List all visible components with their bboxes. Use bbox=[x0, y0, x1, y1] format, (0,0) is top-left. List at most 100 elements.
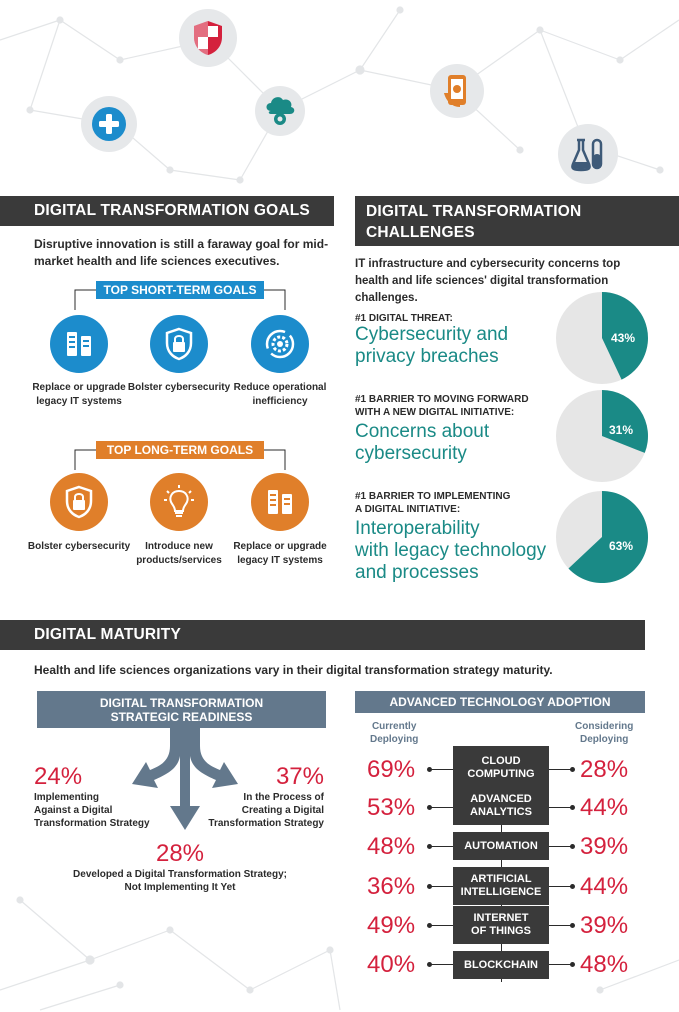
adoption-row-3-line-right bbox=[549, 846, 572, 847]
adoption-row-5-dot-right bbox=[570, 923, 575, 928]
adoption-row-1-dot-left bbox=[427, 767, 432, 772]
readiness-bottom-pct: 28% bbox=[155, 840, 205, 867]
adoption-row-3-considering: 39% bbox=[580, 833, 629, 860]
challenge-3-text-line3: and processes bbox=[355, 562, 479, 583]
pie-1-slice bbox=[602, 292, 648, 380]
adoption-row-5-line1: INTERNET bbox=[473, 912, 529, 924]
readiness-right-line1: In the Process of bbox=[243, 792, 324, 803]
adoption-col-right-line2: Deploying bbox=[580, 734, 629, 745]
adoption-row-4-current: 36% bbox=[367, 873, 416, 900]
adoption-row-6-current: 40% bbox=[367, 951, 416, 978]
plus-bubble bbox=[81, 96, 137, 152]
maturity-section-header: DIGITAL MATURITY bbox=[0, 620, 645, 650]
adoption-row-6-line1: BLOCKCHAIN bbox=[464, 958, 538, 971]
short-goal-2-icon-wrap bbox=[150, 315, 208, 373]
gear-cycle-icon bbox=[265, 329, 295, 359]
long-goal-1-icon-wrap bbox=[50, 473, 108, 531]
challenge-3-text-line2: with legacy technology bbox=[355, 540, 547, 561]
adoption-row-4-line2: INTELLIGENCE bbox=[460, 886, 542, 898]
test-tubes-icon bbox=[571, 138, 603, 172]
adoption-row-2-current: 53% bbox=[367, 794, 416, 821]
readiness-left-pct: 24% bbox=[34, 763, 83, 790]
adoption-row-2-tech: ADVANCED ANALYTICS bbox=[453, 787, 549, 825]
adoption-row-4-dot-right bbox=[570, 884, 575, 889]
readiness-left-line3: Transformation Strategy bbox=[34, 818, 150, 829]
challenge-1-text: Cybersecurity and privacy breaches bbox=[355, 324, 508, 368]
adoption-row-2-considering: 44% bbox=[580, 794, 629, 821]
readiness-right-pct: 37% bbox=[275, 763, 324, 790]
adoption-row-4-considering: 44% bbox=[580, 873, 629, 900]
readiness-right-line3: Transformation Strategy bbox=[208, 818, 324, 829]
pie-2-slice bbox=[602, 390, 648, 453]
adoption-row-1-considering: 28% bbox=[580, 756, 629, 783]
adoption-row-6-dot-left bbox=[427, 962, 432, 967]
challenge-1-label: #1 DIGITAL THREAT: bbox=[355, 312, 453, 325]
lock-shield-icon bbox=[65, 485, 93, 519]
adoption-row-2-dot-left bbox=[427, 805, 432, 810]
long-term-goals-pill: TOP LONG-TERM GOALS bbox=[96, 441, 264, 459]
short-goal-1-label: Replace or upgrade legacy IT systems bbox=[32, 382, 126, 407]
readiness-arrows bbox=[132, 726, 238, 830]
adoption-row-2-line-left bbox=[430, 807, 453, 808]
maturity-title: DIGITAL MATURITY bbox=[34, 626, 181, 643]
long-goal-2-label: Introduce new products/services bbox=[136, 541, 222, 566]
challenge-2-text: Concerns about cybersecurity bbox=[355, 421, 489, 465]
challenges-section-header: DIGITAL TRANSFORMATION CHALLENGES bbox=[355, 196, 679, 246]
readiness-title-line1: DIGITAL TRANSFORMATION bbox=[99, 696, 264, 710]
adoption-title: ADVANCED TECHNOLOGY ADOPTION bbox=[355, 691, 645, 713]
challenges-title-line2: CHALLENGES bbox=[366, 224, 475, 241]
readiness-bottom-line1: Developed a Digital Transformation Strat… bbox=[73, 869, 287, 880]
adoption-row-5-considering: 39% bbox=[580, 912, 629, 939]
readiness-left-line1: Implementing bbox=[34, 792, 100, 803]
adoption-row-5-line-right bbox=[549, 925, 572, 926]
adoption-row-1-current: 69% bbox=[367, 756, 416, 783]
short-goal-3-label: Reduce operational inefficiency bbox=[233, 382, 327, 407]
adoption-row-5-current: 49% bbox=[367, 912, 416, 939]
adoption-row-6-line-right bbox=[549, 964, 572, 965]
mobile-payment-bubble bbox=[430, 64, 484, 118]
adoption-row-6-considering: 48% bbox=[580, 951, 629, 978]
adoption-col-left-line1: Currently bbox=[371, 721, 417, 732]
challenge-2-label: #1 BARRIER TO MOVING FORWARD WITH A NEW … bbox=[355, 393, 529, 419]
challenge-3-pie: 63% bbox=[556, 491, 649, 583]
short-goal-3-icon-wrap bbox=[251, 315, 309, 373]
adoption-row-1-line-left bbox=[430, 769, 453, 770]
long-goal-3-icon-wrap bbox=[251, 473, 309, 531]
challenge-2-text-line2: cybersecurity bbox=[355, 443, 467, 464]
adoption-row-2-line-right bbox=[549, 807, 572, 808]
adoption-row-3-line-left bbox=[430, 846, 453, 847]
challenge-1-text-line2: privacy breaches bbox=[355, 346, 499, 367]
adoption-row-3-line1: AUTOMATION bbox=[464, 839, 538, 852]
short-goal-1-icon-wrap bbox=[50, 315, 108, 373]
test-tubes-bubble bbox=[558, 124, 618, 184]
mobile-payment-icon bbox=[444, 75, 466, 107]
adoption-row-3-dot-right bbox=[570, 844, 575, 849]
lightbulb-icon bbox=[164, 485, 194, 517]
readiness-bottom: 28% Developed a Digital Transformation S… bbox=[50, 840, 310, 894]
shield-icon bbox=[194, 21, 222, 55]
adoption-col-left-line2: Deploying bbox=[370, 734, 419, 745]
challenge-3-text: Interoperability with legacy technology … bbox=[355, 518, 546, 584]
adoption-col-left: Currently Deploying bbox=[370, 720, 418, 746]
challenge-3-label: #1 BARRIER TO IMPLEMENTING A DIGITAL INI… bbox=[355, 490, 510, 516]
cloud-gear-icon bbox=[266, 97, 295, 125]
adoption-row-1-tech: CLOUD COMPUTING bbox=[453, 746, 549, 790]
readiness-right-line2: Creating a Digital bbox=[241, 805, 324, 816]
pie-3-slice bbox=[568, 491, 649, 583]
maturity-intro: Health and life sciences organizations v… bbox=[34, 663, 553, 677]
adoption-row-5-tech: INTERNET OF THINGS bbox=[453, 906, 549, 944]
adoption-col-right: Considering Deploying bbox=[575, 720, 633, 746]
adoption-row-1-dot-right bbox=[570, 767, 575, 772]
readiness-left-line2: Against a Digital bbox=[34, 805, 113, 816]
adoption-row-5-line2: OF THINGS bbox=[471, 925, 531, 937]
adoption-row-4-dot-left bbox=[427, 884, 432, 889]
adoption-row-3-current: 48% bbox=[367, 833, 416, 860]
challenges-title-line1: DIGITAL TRANSFORMATION bbox=[366, 203, 582, 220]
readiness-right: 37% In the Process of Creating a Digital… bbox=[180, 763, 324, 830]
server-icon bbox=[268, 490, 292, 514]
adoption-row-4-line1: ARTIFICIAL bbox=[470, 873, 532, 885]
pie-1-percent: 43% bbox=[611, 331, 635, 345]
goals-title: DIGITAL TRANSFORMATION GOALS bbox=[34, 202, 310, 219]
adoption-row-2-line2: ANALYTICS bbox=[470, 806, 532, 818]
goals-intro: Disruptive innovation is still a faraway… bbox=[34, 237, 329, 268]
